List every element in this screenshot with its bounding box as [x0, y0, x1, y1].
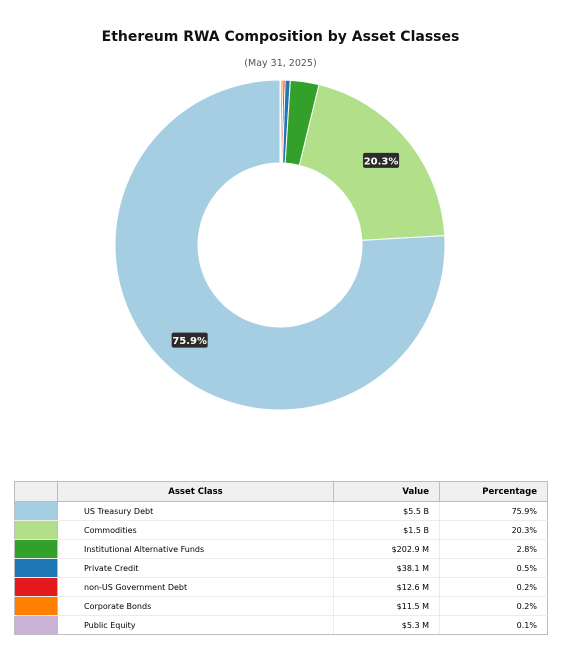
legend-value: $1.5 B	[333, 520, 440, 540]
legend-row: Commodities $1.5 B 20.3%	[14, 520, 548, 540]
legend-row: Corporate Bonds $11.5 M 0.2%	[14, 596, 548, 616]
legend-swatch	[14, 615, 58, 635]
legend-value: $5.5 B	[333, 501, 440, 521]
legend-body: US Treasury Debt $5.5 B 75.9% Commodities $1…	[14, 501, 548, 635]
legend-swatch	[14, 558, 58, 578]
legend-percentage: 20.3%	[439, 520, 548, 540]
legend-row: non-US Government Debt $12.6 M 0.2%	[14, 577, 548, 597]
legend-swatch	[14, 577, 58, 597]
slice-us-treasury-debt	[114, 79, 446, 411]
legend-percentage: 0.5%	[439, 558, 548, 578]
legend-percentage: 2.8%	[439, 539, 548, 559]
legend-header-asset-class: Asset Class	[57, 481, 334, 502]
legend-asset-class: Institutional Alternative Funds	[57, 539, 334, 559]
legend-percentage: 75.9%	[439, 501, 548, 521]
legend-table: Asset Class Value Percentage US Treasury…	[14, 481, 548, 635]
legend-swatch	[14, 539, 58, 559]
chart-subtitle: (May 31, 2025)	[244, 58, 317, 69]
legend-percentage: 0.1%	[439, 615, 548, 635]
legend-row: US Treasury Debt $5.5 B 75.9%	[14, 501, 548, 521]
legend-asset-class: Private Credit	[57, 558, 334, 578]
slice-percent-label: 75.9%	[171, 332, 208, 348]
slice-percent-label: 20.3%	[363, 152, 400, 168]
legend-value: $11.5 M	[333, 596, 440, 616]
legend-value: $5.3 M	[333, 615, 440, 635]
legend-row: Public Equity $5.3 M 0.1%	[14, 615, 548, 635]
legend-header-value: Value	[333, 481, 440, 502]
legend-swatch	[14, 501, 58, 521]
legend-percentage: 0.2%	[439, 577, 548, 597]
legend-asset-class: Corporate Bonds	[57, 596, 334, 616]
legend-header-percentage: Percentage	[439, 481, 548, 502]
legend-swatch	[14, 596, 58, 616]
legend-value: $12.6 M	[333, 577, 440, 597]
legend-header-swatch	[14, 481, 58, 502]
legend-swatch	[14, 520, 58, 540]
legend-asset-class: Public Equity	[57, 615, 334, 635]
legend-value: $38.1 M	[333, 558, 440, 578]
chart-title: Ethereum RWA Composition by Asset Classe…	[101, 29, 460, 45]
legend-header-row: Asset Class Value Percentage	[14, 481, 548, 502]
legend-asset-class: non-US Government Debt	[57, 577, 334, 597]
legend-asset-class: Commodities	[57, 520, 334, 540]
svg-text:75.9%: 75.9%	[172, 336, 207, 347]
legend-row: Private Credit $38.1 M 0.5%	[14, 558, 548, 578]
donut-chart: 20.3% 75.9%	[114, 79, 446, 411]
svg-text:20.3%: 20.3%	[364, 156, 399, 167]
legend-percentage: 0.2%	[439, 596, 548, 616]
legend-value: $202.9 M	[333, 539, 440, 559]
legend-asset-class: US Treasury Debt	[57, 501, 334, 521]
